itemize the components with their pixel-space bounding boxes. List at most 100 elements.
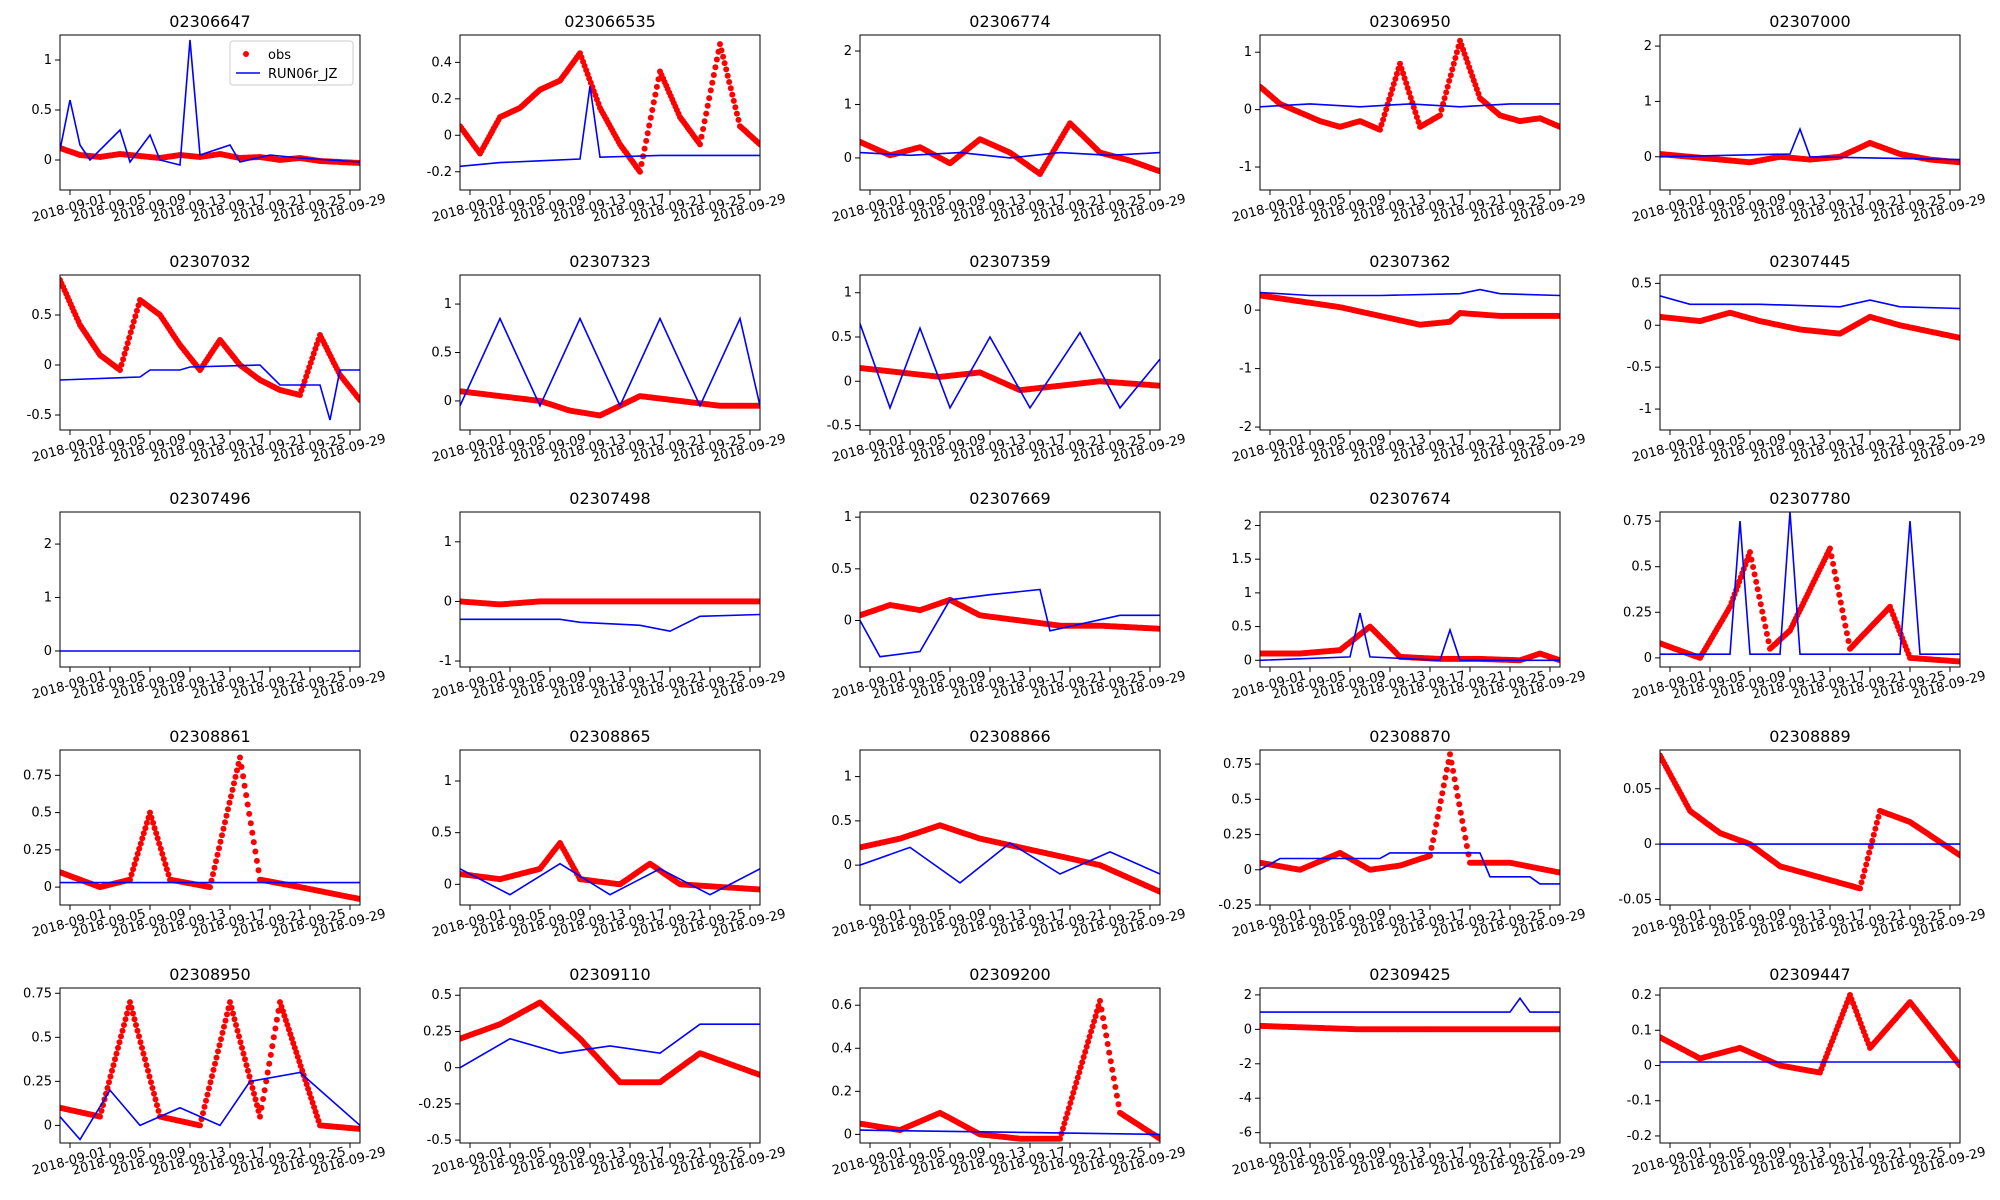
obs-point — [1763, 630, 1770, 637]
obs-point — [119, 1027, 126, 1034]
y-tick-label: 2 — [844, 44, 852, 59]
obs-point — [1449, 66, 1456, 73]
obs-point — [294, 1053, 301, 1060]
y-tick-label: 0.5 — [831, 562, 852, 577]
y-tick-label: 0.25 — [1223, 828, 1252, 843]
obs-point — [228, 793, 234, 800]
obs-point — [1875, 813, 1882, 820]
y-tick-label: 0.5 — [831, 814, 852, 829]
obs-point — [1839, 607, 1846, 614]
obs-point — [226, 799, 233, 806]
obs-point — [160, 856, 167, 862]
obs-point — [713, 56, 720, 63]
y-tick-label: 0 — [44, 1118, 52, 1133]
obs-point — [246, 810, 253, 817]
obs-point — [1387, 91, 1394, 98]
y-tick-label: 0 — [844, 858, 852, 873]
model-series-line — [1660, 295, 1960, 310]
obs-point — [308, 1095, 315, 1101]
obs-series — [60, 277, 360, 403]
obs-point — [234, 1027, 241, 1034]
obs-point — [1061, 1120, 1068, 1127]
obs-point — [201, 1103, 208, 1110]
y-tick-label: 0.75 — [23, 768, 52, 783]
obs-point — [261, 1087, 268, 1094]
obs-point — [303, 373, 310, 380]
obs-point — [1088, 1028, 1095, 1035]
panel-02307498: 02307498-1012018-09-012018-09-052018-09-… — [431, 489, 788, 703]
obs-point — [1439, 790, 1446, 797]
panel-02309200: 0230920000.20.40.62018-09-012018-09-0520… — [831, 965, 1188, 1179]
obs-point — [1079, 1059, 1086, 1066]
obs-point — [1754, 586, 1761, 593]
obs-point — [1086, 1033, 1093, 1040]
obs-point — [242, 1056, 248, 1063]
obs-point — [230, 1010, 236, 1017]
obs-point — [275, 1007, 282, 1014]
obs-point — [139, 1044, 145, 1051]
obs-point — [112, 1056, 118, 1063]
obs-point — [233, 1022, 239, 1028]
obs-point — [254, 1102, 260, 1109]
obs-point — [260, 1096, 267, 1102]
obs-point — [1460, 826, 1467, 833]
obs-point — [720, 53, 727, 60]
obs-point — [147, 809, 153, 816]
axes-frame — [1259, 274, 1561, 431]
obs-point — [1557, 123, 1560, 130]
obs-point — [1957, 159, 1960, 166]
obs-point — [726, 79, 733, 85]
panel-title: 02307445 — [1769, 252, 1850, 271]
y-tick-label: 0 — [844, 614, 852, 629]
obs-point — [222, 1017, 229, 1024]
obs-point — [222, 819, 228, 826]
obs-point — [1057, 1135, 1063, 1142]
obs-point — [122, 1016, 129, 1023]
obs-point — [697, 141, 703, 148]
obs-point — [718, 47, 725, 54]
obs-point — [1441, 95, 1448, 102]
obs-point — [1062, 1115, 1069, 1122]
y-tick-label: -0.25 — [418, 1097, 452, 1112]
obs-point — [1404, 85, 1411, 91]
obs-point — [313, 341, 320, 348]
obs-point — [1413, 114, 1420, 121]
obs-point — [220, 825, 227, 832]
obs-point — [290, 1040, 297, 1047]
obs-point — [253, 857, 260, 864]
y-tick-label: 0 — [1644, 651, 1652, 666]
obs-point — [1863, 861, 1870, 868]
obs-point — [1074, 1074, 1081, 1081]
obs-point — [1157, 382, 1160, 389]
obs-point — [206, 1085, 212, 1092]
legend-box — [229, 40, 354, 86]
obs-point — [216, 1042, 223, 1049]
obs-point — [357, 397, 360, 403]
obs-point — [1446, 77, 1453, 84]
obs-series — [460, 388, 760, 419]
obs-point — [165, 871, 172, 878]
obs-point — [115, 1044, 121, 1051]
obs-point — [1070, 1089, 1077, 1096]
obs-point — [134, 1027, 141, 1034]
obs-point — [1380, 116, 1387, 123]
obs-point — [146, 1073, 153, 1080]
obs-point — [1869, 837, 1876, 844]
model-series-line — [60, 364, 360, 421]
panel-title: 02308865 — [569, 727, 650, 746]
obs-point — [252, 1096, 259, 1103]
legend-obs-marker — [243, 51, 249, 57]
obs-point — [312, 1108, 319, 1115]
obs-point — [204, 1091, 211, 1098]
obs-point — [97, 1113, 103, 1120]
obs-point — [237, 754, 243, 761]
obs-point — [757, 598, 760, 605]
obs-point — [255, 867, 262, 874]
axes-frame — [59, 987, 361, 1144]
obs-point — [156, 840, 163, 847]
obs-point — [219, 832, 225, 839]
obs-point — [1873, 819, 1880, 826]
obs-point — [163, 866, 170, 873]
obs-point — [210, 1066, 217, 1073]
obs-point — [153, 830, 160, 837]
